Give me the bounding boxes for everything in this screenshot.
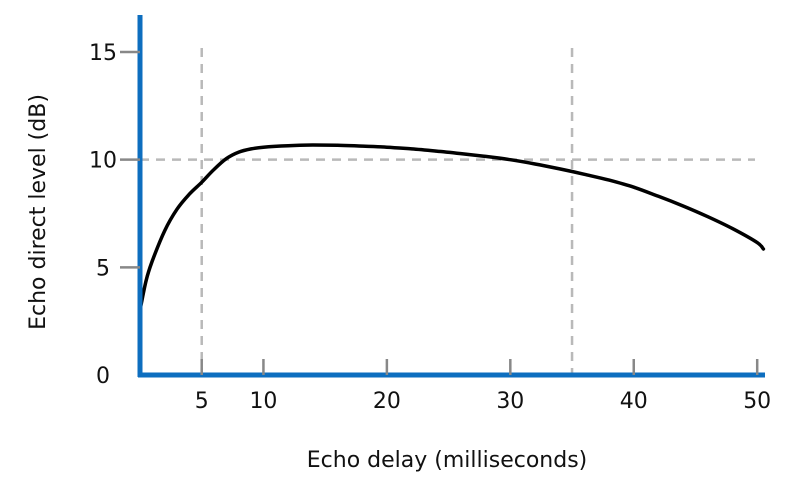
x-tick-label-40: 40	[620, 389, 648, 414]
y-tick-label-15: 15	[89, 41, 117, 66]
series-line-0	[138, 143, 766, 313]
tick-labels: 5 10 20 30 40 50 0 5 10 15	[89, 41, 771, 414]
y-tick-label-10: 10	[89, 149, 117, 174]
x-axis-title: Echo delay (milliseconds)	[307, 448, 587, 473]
x-tick-label-50: 50	[743, 389, 771, 414]
x-tick-label-10: 10	[249, 389, 277, 414]
x-tick-label-20: 20	[373, 389, 401, 414]
x-tick-label-5: 5	[195, 389, 209, 414]
y-tick-label-5: 5	[96, 256, 110, 281]
series-layer	[138, 143, 766, 313]
y-tick-label-0: 0	[96, 364, 110, 389]
y-axis-title: Echo direct level (dB)	[26, 94, 51, 330]
axes	[120, 15, 765, 378]
reference-lines	[140, 48, 755, 375]
x-tick-label-30: 30	[496, 389, 524, 414]
